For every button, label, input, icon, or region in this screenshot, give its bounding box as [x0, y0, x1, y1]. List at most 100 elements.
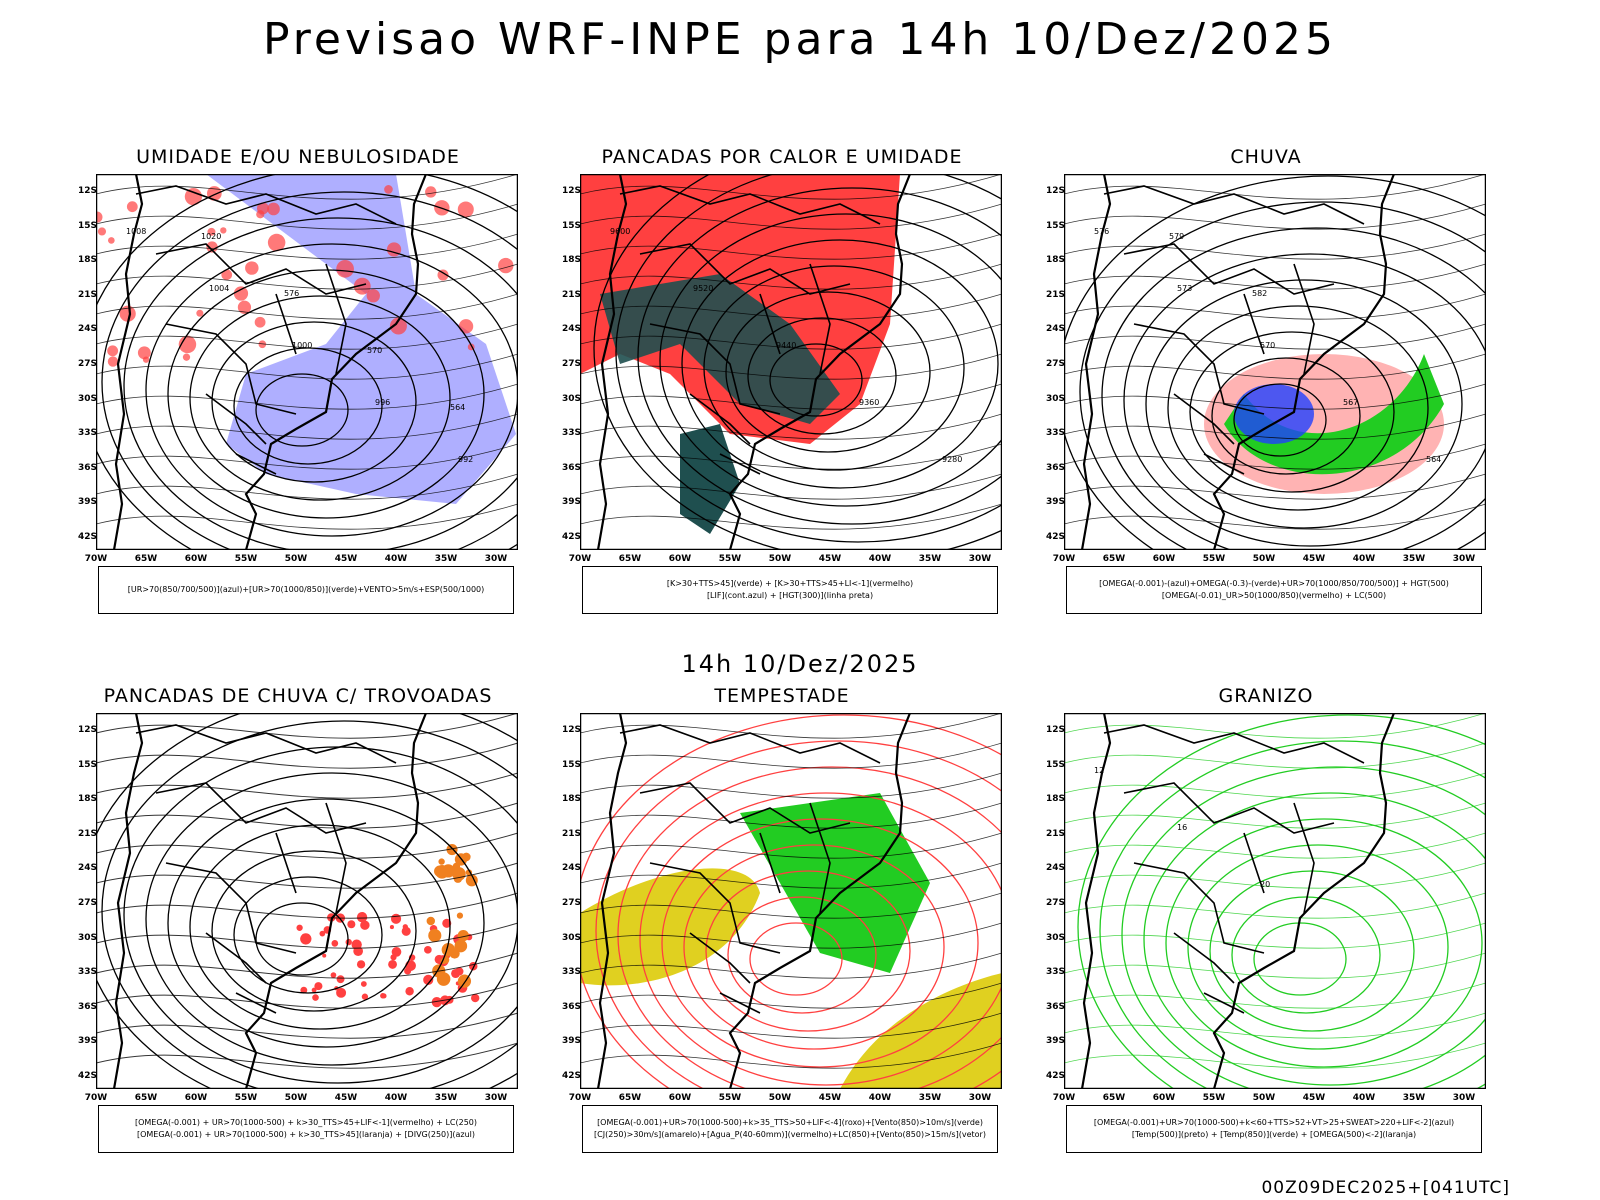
storm-cell — [454, 939, 468, 953]
storm-cell — [347, 920, 356, 929]
streamline — [580, 503, 1002, 530]
country-border — [1103, 724, 1365, 1014]
contour-line — [167, 269, 485, 519]
shade-blob — [96, 211, 103, 223]
storm-cell — [311, 987, 317, 993]
country-border — [619, 724, 881, 1014]
lat-tick-label: 18S — [1046, 255, 1066, 266]
streamline — [96, 742, 518, 769]
lat-tick-label: 39S — [78, 1036, 98, 1047]
lat-tick-label: 33S — [78, 428, 98, 439]
legend-line: [OMEGA(-0.001)+UR>70(1000-500)+k<60+TTS>… — [1093, 1118, 1455, 1127]
contour-line — [1079, 201, 1486, 550]
main-title: Previsao WRF-INPE para 14h 10/Dez/2025 — [263, 14, 1337, 65]
lon-tick-label: 35W — [434, 554, 458, 564]
shade-blob — [267, 202, 280, 216]
lat-tick-label: 30S — [1046, 393, 1066, 404]
contour-line — [255, 902, 349, 976]
contour-line — [683, 844, 945, 1050]
contour-label: 1008 — [126, 227, 146, 236]
lat-tick-label: 21S — [1046, 289, 1066, 300]
contour-label: 1004 — [209, 284, 229, 293]
contour-label: 9600 — [610, 227, 630, 236]
contour-line — [595, 740, 1002, 1089]
lat-tick-label: 33S — [562, 967, 582, 978]
shade-blob — [207, 227, 216, 236]
streamline — [580, 772, 1002, 799]
lat-tick-label: 15S — [562, 220, 582, 231]
storm-cell — [336, 987, 347, 998]
shade-blob — [184, 188, 203, 206]
streamline — [96, 713, 518, 739]
contour-line — [123, 217, 518, 550]
lat-tick-label: 18S — [562, 255, 582, 266]
contour-line — [593, 174, 1002, 550]
lon-tick-label: 60W — [184, 554, 208, 564]
storm-cell — [300, 933, 312, 945]
lat-tick-label: 27S — [1046, 359, 1066, 369]
streamline — [580, 713, 1002, 739]
lon-tick-label: 40W — [1352, 1093, 1376, 1103]
contour-label: 1000 — [292, 341, 312, 350]
map-border — [1064, 713, 1486, 1089]
lat-tick-label: 21S — [1046, 828, 1066, 839]
shade-blob — [353, 277, 371, 295]
lon-tick-label: 50W — [768, 1093, 792, 1103]
streamline — [1064, 503, 1486, 530]
streamline — [580, 383, 1002, 410]
map-border — [580, 174, 1002, 550]
contour-line — [96, 713, 518, 1089]
storm-cell — [345, 938, 352, 946]
storm-cell — [380, 993, 386, 999]
streamline — [96, 263, 518, 290]
panel-legend: [K>30+TTS>45](verde) + [K>30+TTS>45+LI<-… — [582, 566, 998, 614]
lat-tick-label: 24S — [562, 324, 582, 335]
map-canvas: 576 573 570 567 564 579 582 — [1064, 174, 1486, 550]
lon-tick-label: 70W — [1052, 554, 1076, 564]
lat-tick-label: 15S — [562, 759, 582, 770]
lat-tick-label: 42S — [78, 532, 98, 542]
lon-tick-label: 60W — [668, 554, 692, 564]
panel-heat-showers: PANCADAS POR CALOR E UMIDADE 9600 9520 944… — [562, 146, 1002, 626]
contour-label: 1020 — [201, 232, 221, 241]
lat-tick-label: 27S — [78, 898, 98, 908]
legend-line: [UR>70(850/700/500)](azul)+[UR>70(1000/8… — [127, 585, 485, 594]
contour-line — [1099, 740, 1486, 1089]
storm-cell — [451, 968, 461, 979]
panel-storm: TEMPESTADE 12S 15S 18S 21S 24S 27S 30S 33S 36S 39… — [562, 685, 1002, 1165]
map-frame: 12 16 20 12S 15S 18S 21S 24S 27S 30S 33S 36S 39S 42S 7… — [1046, 713, 1486, 1103]
streamline — [96, 203, 518, 230]
lat-tick-label: 33S — [1046, 428, 1066, 439]
lon-tick-label: 30W — [968, 1093, 992, 1103]
storm-cell — [356, 960, 366, 969]
map-canvas: 9600 9520 9440 9360 9280 — [580, 174, 1002, 550]
lat-tick-label: 39S — [562, 1036, 582, 1047]
shade-blob — [336, 260, 354, 278]
contour-line — [749, 922, 843, 996]
map-border — [96, 713, 518, 1089]
storm-cell — [428, 929, 442, 943]
streamline — [580, 443, 1002, 470]
contour-label: 996 — [375, 398, 390, 407]
contour-line — [639, 792, 1002, 1086]
streamline — [96, 473, 518, 500]
contour-line — [1253, 922, 1347, 996]
contour-line — [769, 343, 863, 417]
shade-blob — [254, 316, 266, 328]
lon-tick-label: 45W — [1302, 1093, 1326, 1103]
streamline — [96, 982, 518, 1009]
lat-tick-label: 18S — [78, 794, 98, 805]
streamline — [96, 323, 518, 350]
shade-blob — [119, 305, 136, 322]
lon-tick-label: 50W — [768, 554, 792, 564]
contour-line — [1121, 766, 1486, 1089]
panel-hail: GRANIZO 12 16 20 12S 15S 18S 21S 24S 27S 30S 33S 36… — [1046, 685, 1486, 1165]
map-canvas — [96, 713, 518, 1089]
storm-cell — [405, 987, 414, 996]
lon-tick-label: 40W — [384, 554, 408, 564]
streamline — [580, 323, 1002, 350]
contour-line — [1209, 870, 1415, 1032]
lon-tick-label: 45W — [1302, 554, 1326, 564]
lon-tick-label: 65W — [618, 554, 642, 564]
panel-title: GRANIZO — [1218, 685, 1314, 707]
